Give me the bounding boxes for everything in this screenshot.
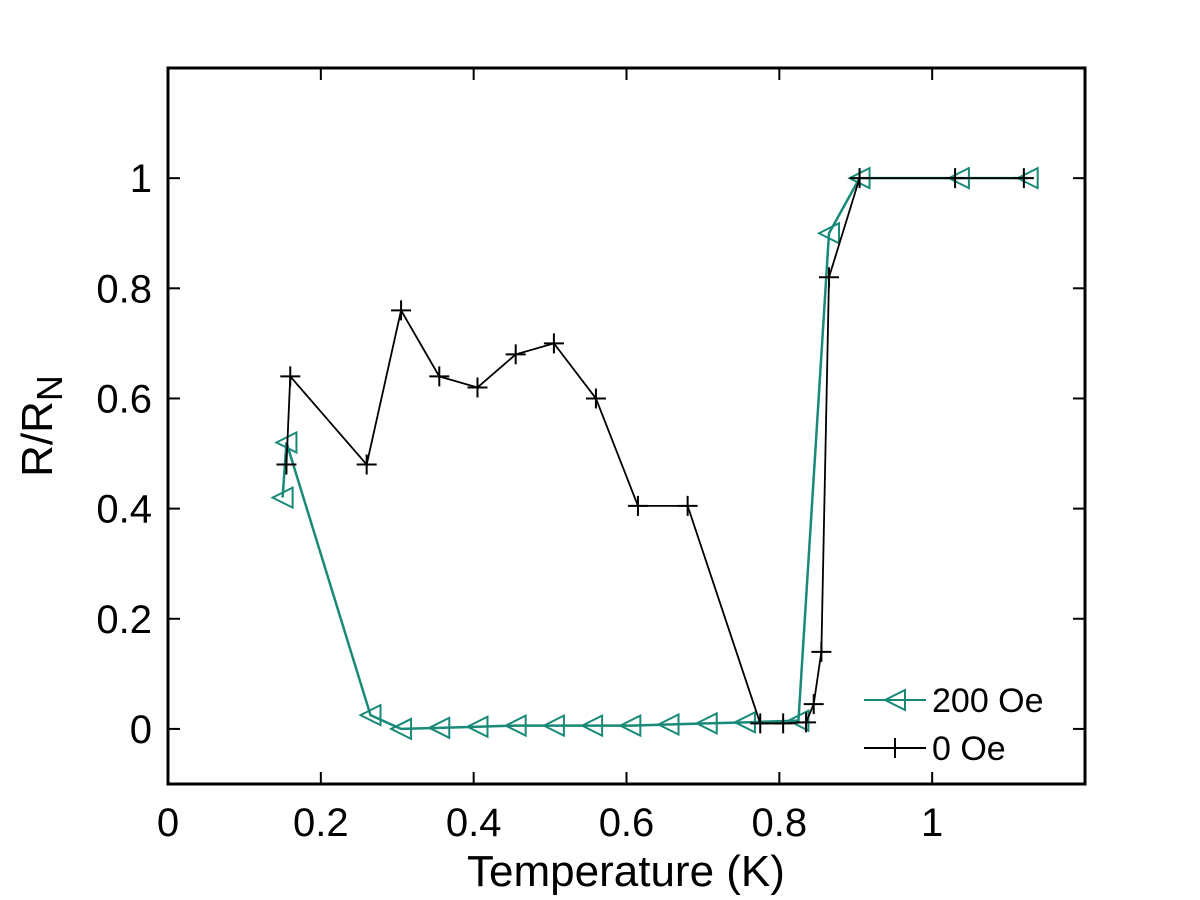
y-axis-label-main: R/R (13, 401, 62, 477)
series-line-200-oe (281, 176, 1028, 731)
series-0-oe (276, 168, 1034, 734)
y-axis-label-subscript: N (29, 375, 70, 401)
series-200-oe (270, 166, 1039, 741)
data-point-0-oe (803, 694, 824, 715)
y-tick-label: 0.6 (96, 377, 152, 421)
data-point-0-oe (819, 267, 840, 288)
data-point-0-oe (467, 377, 488, 398)
y-tick-label: 0.2 (96, 598, 152, 642)
y-tick-label: 0.8 (96, 267, 152, 311)
data-point-200-oe (427, 716, 451, 740)
legend-label-200-oe: 200 Oe (932, 682, 1044, 720)
data-point-200-oe (694, 711, 718, 736)
data-point-0-oe (391, 300, 412, 321)
data-point-0-oe (356, 454, 377, 475)
data-point-0-oe (505, 344, 526, 365)
data-point-200-oe (1015, 166, 1039, 190)
legend-marker-200-oe (882, 688, 906, 712)
data-point-200-oe (358, 703, 382, 727)
x-tick-label: 0 (157, 801, 179, 845)
data-point-200-oe (465, 715, 489, 739)
data-point-200-oe (656, 712, 680, 737)
data-point-0-oe (773, 713, 794, 734)
x-tick-label: 0.4 (446, 801, 502, 845)
y-tick-label: 0.4 (96, 488, 152, 532)
legend-entry-200-oe: 200 Oe (864, 682, 1044, 720)
x-tick-label: 0.2 (293, 801, 349, 845)
x-tick-label: 0.6 (599, 801, 655, 845)
series-line-0-oe (285, 177, 1024, 725)
plot-area-frame (166, 66, 1087, 786)
y-tick-label: 0 (130, 708, 152, 752)
x-axis-label: Temperature (K) (467, 847, 785, 896)
data-point-200-oe (541, 713, 565, 738)
legend-entry-0-oe: 0 Oe (864, 730, 1006, 768)
data-point-0-oe (276, 454, 297, 475)
legend-marker-0-oe (885, 738, 905, 758)
data-point-0-oe (585, 388, 606, 409)
y-tick-label: 1 (130, 157, 152, 201)
data-point-0-oe (945, 168, 966, 189)
data-point-0-oe (627, 495, 648, 516)
data-point-0-oe (811, 641, 832, 662)
data-point-200-oe (270, 485, 294, 510)
axis-tick-labels: 0 0.2 0.4 0.6 0.8 1 0 0.2 0.4 0.6 0.8 1 (96, 157, 943, 845)
axis-ticks (167, 68, 1085, 784)
y-axis-label: R/RN (13, 375, 70, 477)
legend: 200 Oe 0 Oe (864, 682, 1044, 768)
series-layer (270, 166, 1039, 741)
data-point-200-oe (786, 709, 810, 733)
data-point-200-oe (816, 221, 841, 245)
data-point-200-oe (388, 717, 413, 741)
data-point-200-oe (579, 713, 604, 738)
data-point-0-oe (677, 495, 698, 516)
data-point-0-oe (750, 713, 771, 734)
svg-text:R/RN: R/RN (13, 375, 70, 477)
data-point-0-oe (280, 366, 301, 387)
data-point-200-oe (618, 713, 642, 738)
legend-label-0-oe: 0 Oe (932, 730, 1006, 768)
data-point-0-oe (1013, 168, 1034, 189)
data-point-0-oe (849, 168, 870, 189)
x-tick-label: 1 (921, 801, 943, 845)
data-point-200-oe (732, 710, 756, 734)
data-point-0-oe (429, 366, 450, 387)
data-point-200-oe (503, 713, 527, 738)
x-tick-label: 0.8 (752, 801, 808, 845)
data-point-0-oe (543, 333, 564, 354)
data-point-0-oe (796, 712, 817, 733)
